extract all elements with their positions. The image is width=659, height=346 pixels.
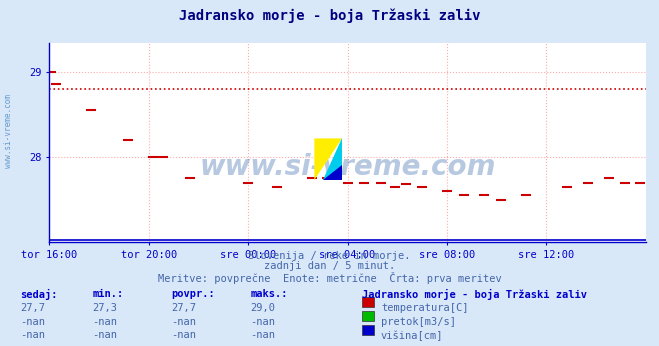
Text: temperatura[C]: temperatura[C] — [381, 303, 469, 313]
Text: -nan: -nan — [92, 330, 117, 340]
Polygon shape — [314, 138, 342, 180]
Text: povpr.:: povpr.: — [171, 289, 215, 299]
Text: -nan: -nan — [20, 330, 45, 340]
Text: 27,7: 27,7 — [20, 303, 45, 313]
Polygon shape — [323, 165, 342, 180]
Text: www.si-vreme.com: www.si-vreme.com — [4, 94, 13, 169]
Text: maks.:: maks.: — [250, 289, 288, 299]
Text: Jadransko morje - boja Tržaski zaliv: Jadransko morje - boja Tržaski zaliv — [362, 289, 587, 300]
Text: -nan: -nan — [171, 330, 196, 340]
Text: pretok[m3/s]: pretok[m3/s] — [381, 317, 456, 327]
Text: www.si-vreme.com: www.si-vreme.com — [200, 153, 496, 181]
Text: višina[cm]: višina[cm] — [381, 330, 444, 341]
Text: min.:: min.: — [92, 289, 123, 299]
Text: 27,3: 27,3 — [92, 303, 117, 313]
Text: -nan: -nan — [92, 317, 117, 327]
Text: 29,0: 29,0 — [250, 303, 275, 313]
Text: sedaj:: sedaj: — [20, 289, 57, 300]
Text: Meritve: povprečne  Enote: metrične  Črta: prva meritev: Meritve: povprečne Enote: metrične Črta:… — [158, 272, 501, 284]
Text: 27,7: 27,7 — [171, 303, 196, 313]
Text: zadnji dan / 5 minut.: zadnji dan / 5 minut. — [264, 261, 395, 271]
Text: -nan: -nan — [20, 317, 45, 327]
Polygon shape — [323, 138, 342, 180]
Text: Slovenija / reke in morje.: Slovenija / reke in morje. — [248, 251, 411, 261]
Text: -nan: -nan — [250, 330, 275, 340]
Text: -nan: -nan — [171, 317, 196, 327]
Text: -nan: -nan — [250, 317, 275, 327]
Text: Jadransko morje - boja Tržaski zaliv: Jadransko morje - boja Tržaski zaliv — [179, 9, 480, 23]
